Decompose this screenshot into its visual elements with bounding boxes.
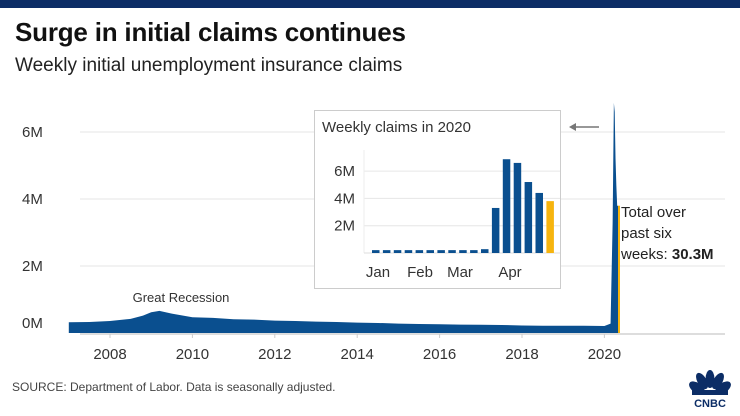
cnbc-logo: CNBC xyxy=(689,370,731,410)
inset-y-tick-label: 2M xyxy=(334,218,355,235)
y-tick-label: 0M xyxy=(22,315,43,332)
inset-bar xyxy=(393,250,402,253)
inset-bar xyxy=(502,159,511,253)
y-tick-label: 4M xyxy=(22,191,43,208)
inset-bar xyxy=(459,250,467,253)
inset-bar xyxy=(426,250,434,253)
x-tick-label: 2018 xyxy=(505,346,538,363)
x-tick-label: 2016 xyxy=(423,346,456,363)
inset-x-tick-label: Jan xyxy=(366,264,390,281)
x-tick-label: 2010 xyxy=(176,346,209,363)
inset-bar xyxy=(491,207,500,253)
chart-title: Surge in initial claims continues xyxy=(15,17,406,47)
inset-bar xyxy=(481,249,489,253)
inset-bar xyxy=(535,192,543,253)
latest-week-mark xyxy=(617,205,620,333)
inset-bar xyxy=(513,162,522,253)
x-tick-label: 2014 xyxy=(341,346,374,363)
inset-x-tick-label: Mar xyxy=(447,264,473,281)
inset-title: Weekly claims in 2020 xyxy=(322,119,471,136)
inset-y-tick-label: 6M xyxy=(334,163,355,180)
inset-bar xyxy=(448,250,456,253)
svg-text:CNBC: CNBC xyxy=(694,398,726,410)
y-tick-label: 2M xyxy=(22,258,43,275)
x-tick-label: 2020 xyxy=(588,346,621,363)
inset-x-tick-label: Apr xyxy=(498,264,521,281)
inset-bar xyxy=(382,250,391,253)
inset-bar xyxy=(524,182,533,253)
inset-bar xyxy=(470,250,478,253)
x-tick-label: 2012 xyxy=(258,346,291,363)
annotation-total-value: 30.3M xyxy=(671,246,714,263)
chart-subtitle: Weekly initial unemployment insurance cl… xyxy=(15,55,403,76)
pointer-arrow-head xyxy=(569,123,576,131)
annotation-prefix: weeks: xyxy=(621,246,672,263)
inset-bar xyxy=(372,250,380,253)
y-tick-label: 6M xyxy=(22,124,43,141)
inset-bar xyxy=(404,250,413,253)
x-tick-label: 2008 xyxy=(93,346,126,363)
inset-y-tick-label: 4M xyxy=(334,190,355,207)
inset-bar xyxy=(437,250,445,253)
annotation-line-1: Total over xyxy=(621,204,687,221)
total-annotation: Total over past six weeks: 30.3M xyxy=(621,202,714,265)
source-note: SOURCE: Department of Labor. Data is sea… xyxy=(12,380,336,394)
inset-x-tick-label: Feb xyxy=(407,264,433,281)
top-bar xyxy=(0,0,740,8)
inset-bar xyxy=(415,250,424,253)
annotation-line-2: past six xyxy=(621,225,672,242)
annotation-line-3: weeks: 30.3M xyxy=(621,244,714,265)
great-recession-label: Great Recession xyxy=(133,290,230,305)
inset-bar-latest xyxy=(546,201,554,253)
